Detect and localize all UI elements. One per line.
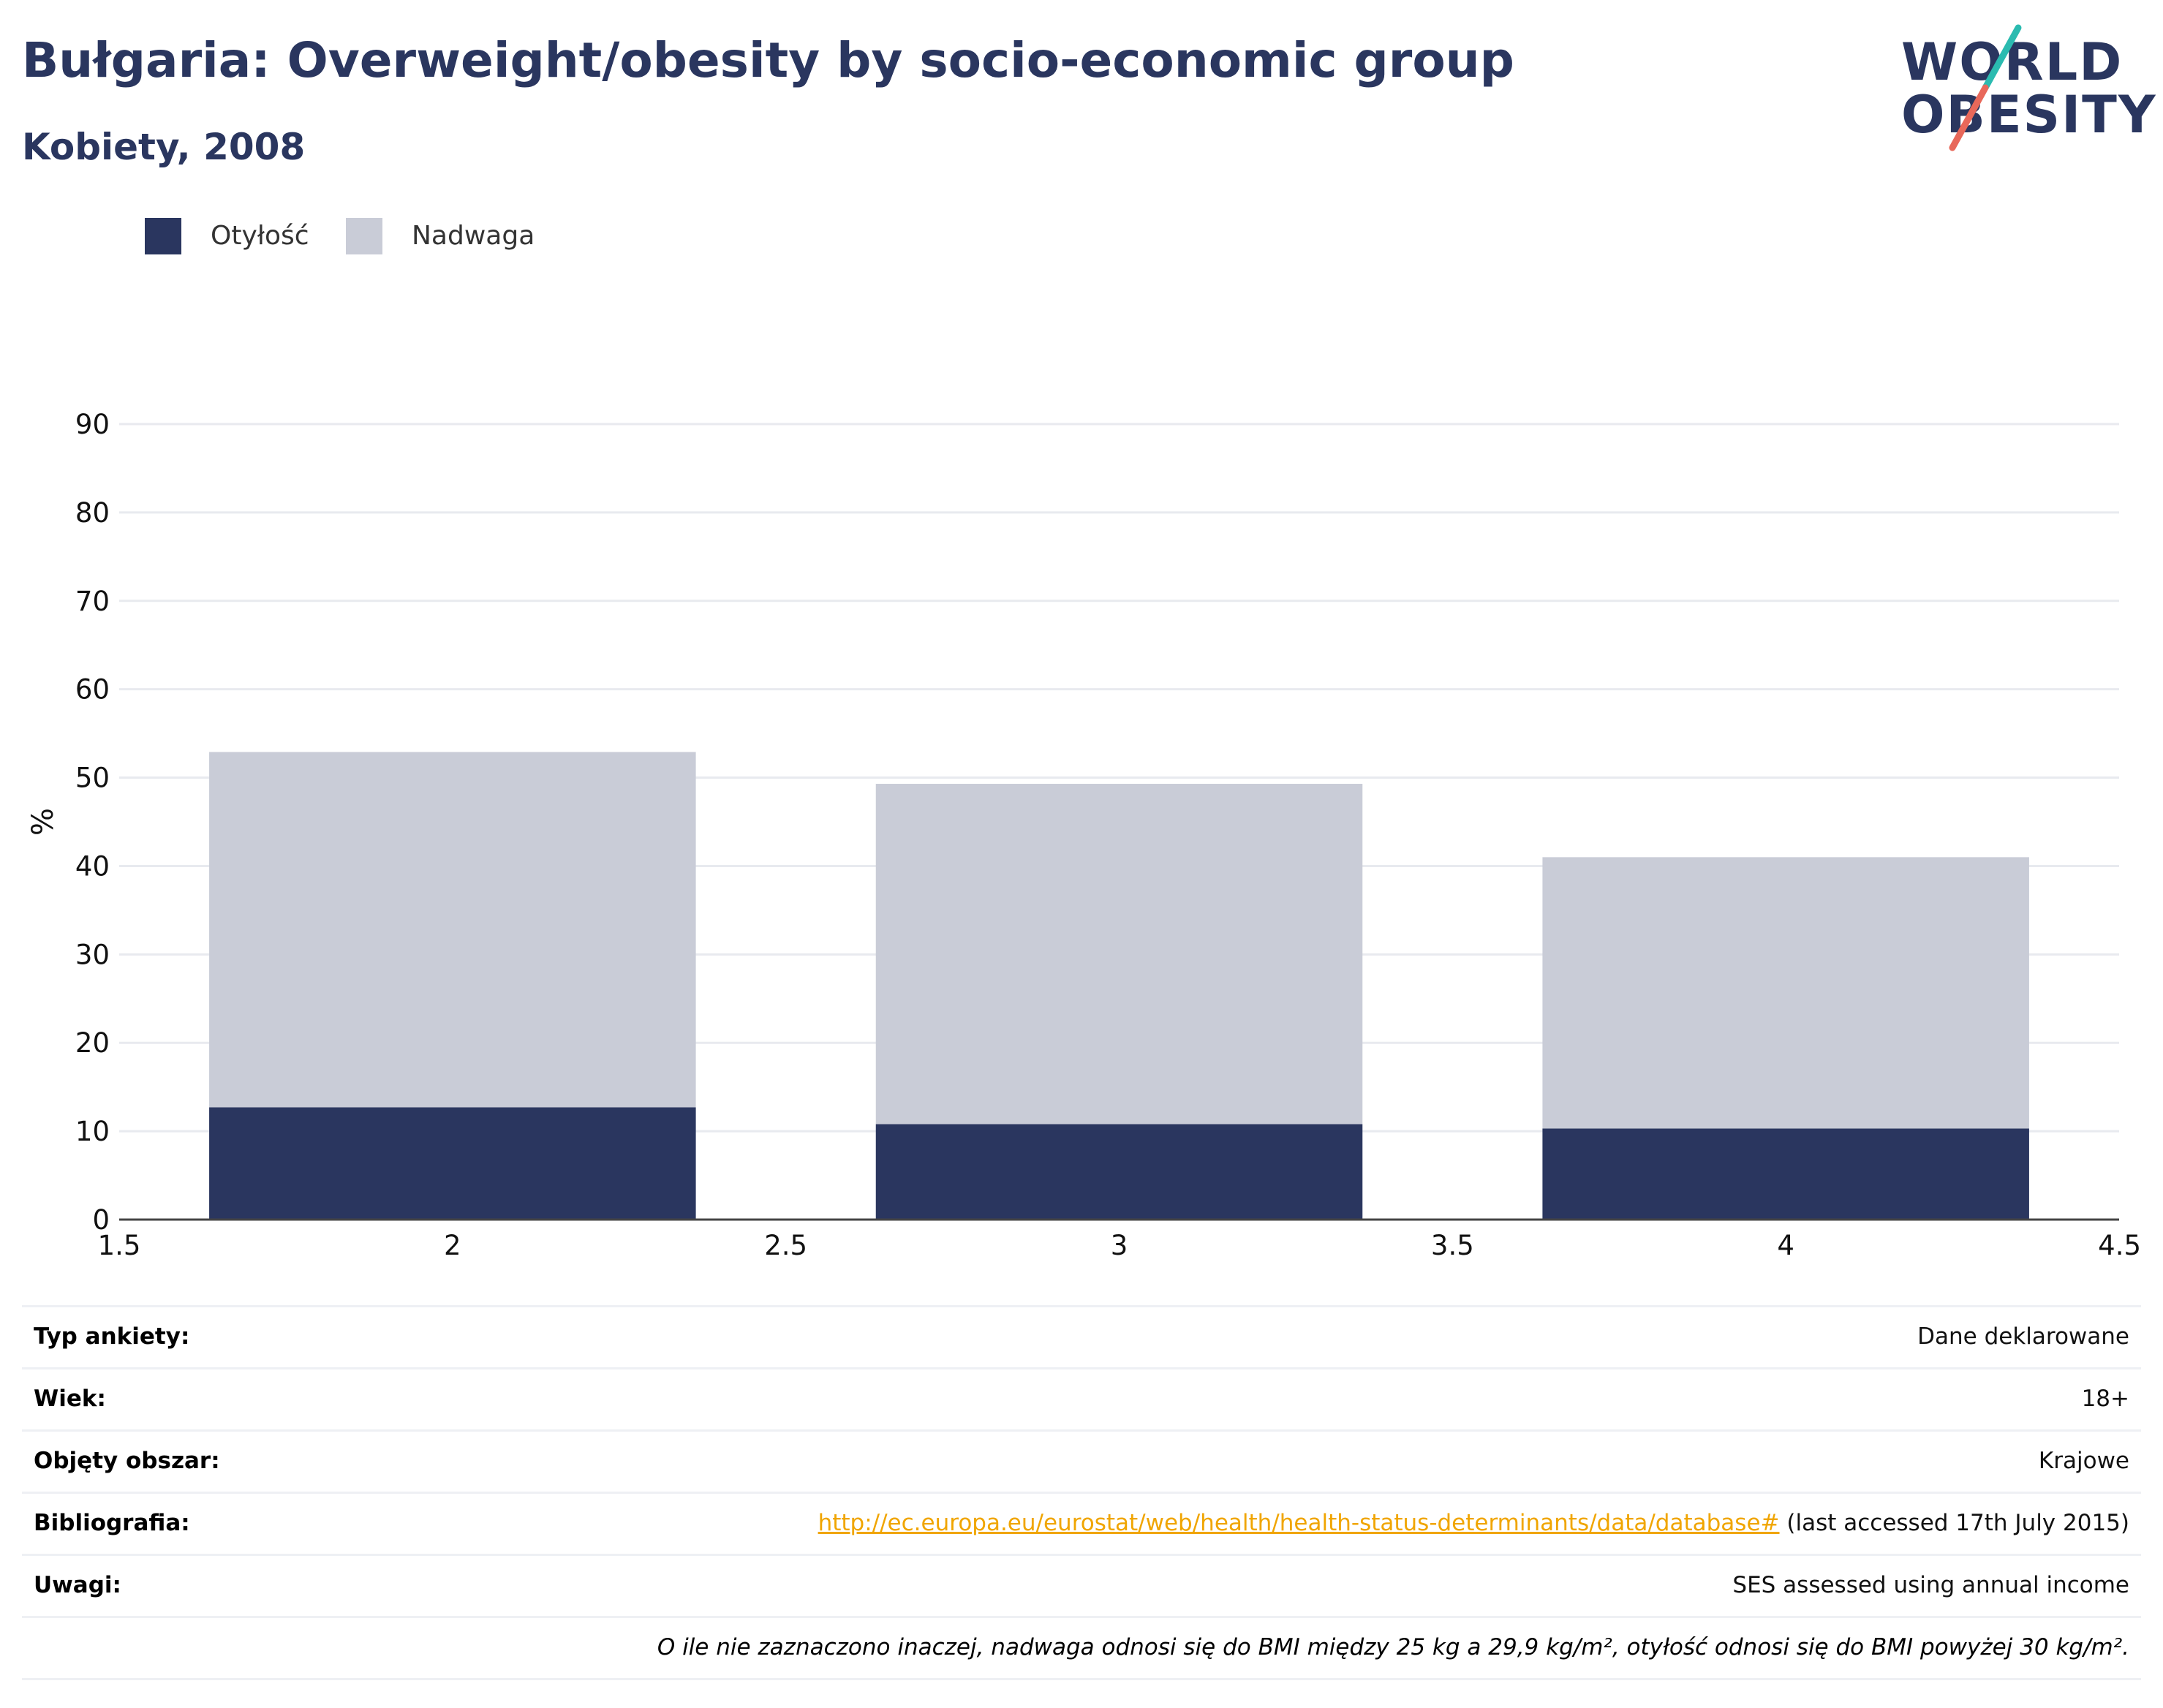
logo-line-2: OBESITY: [1901, 85, 2157, 145]
info-label: Uwagi:: [34, 1572, 121, 1598]
legend-swatch-overweight: [346, 218, 382, 254]
x-tick-label: 2.5: [764, 1230, 807, 1261]
info-row-age: Wiek: 18+: [22, 1367, 2141, 1429]
y-tick-label: 0: [92, 1204, 110, 1236]
info-label: Objęty obszar:: [34, 1448, 220, 1474]
info-value: SES assessed using annual income: [1732, 1572, 2129, 1598]
world-obesity-logo: WORLD OBESITY: [1901, 22, 2156, 161]
info-value: Krajowe: [2038, 1448, 2129, 1474]
y-tick-label: 70: [75, 586, 110, 617]
info-row-bibliography: Bibliografia: http://ec.europa.eu/eurost…: [22, 1492, 2141, 1554]
y-tick-label: 60: [75, 674, 110, 706]
bar-chart: 0 10 20 30 40 50 60 70 80 90 1.5 2 2.5 3 3.5 4 4.5%: [26, 409, 2141, 1261]
y-tick-label: 90: [75, 409, 110, 440]
bar-obesity: [1542, 1128, 2029, 1220]
bar-overweight: [1542, 857, 2029, 1129]
x-tick-label: 3.5: [1431, 1230, 1474, 1261]
footnote: O ile nie zaznaczono inaczej, nadwaga od…: [657, 1634, 2129, 1660]
logo-slash-icon: [1949, 24, 2022, 151]
y-tick-label: 50: [75, 763, 110, 794]
info-row-area: Objęty obszar: Krajowe: [22, 1429, 2141, 1492]
y-tick-label: 40: [75, 850, 110, 882]
bar-overweight: [209, 752, 696, 1108]
info-value: Dane deklarowane: [1917, 1323, 2129, 1350]
y-tick-label: 10: [75, 1116, 110, 1147]
info-value: 18+: [2081, 1386, 2129, 1412]
y-tick-label: 80: [75, 497, 110, 529]
legend-label-obesity: Otyłość: [211, 221, 309, 251]
info-row-notes: Uwagi: SES assessed using annual income: [22, 1554, 2141, 1616]
info-label: Wiek:: [34, 1386, 106, 1412]
info-label: Typ ankiety:: [34, 1323, 190, 1350]
bibliography-link[interactable]: http://ec.europa.eu/eurostat/web/health/…: [818, 1510, 1780, 1536]
bibliography-access-date: (last accessed 17th July 2015): [1779, 1510, 2129, 1536]
y-tick-label: 20: [75, 1027, 110, 1059]
bar-obesity: [209, 1107, 696, 1220]
x-tick-label: 4: [1777, 1230, 1794, 1261]
bar-obesity: [875, 1124, 1363, 1220]
info-row-footnote: O ile nie zaznaczono inaczej, nadwaga od…: [22, 1616, 2141, 1680]
legend-label-overweight: Nadwaga: [412, 221, 535, 251]
x-tick-label: 3: [1111, 1230, 1128, 1261]
x-tick-label: 1.5: [98, 1230, 141, 1261]
x-tick-label: 2: [444, 1230, 461, 1261]
info-label: Bibliografia:: [34, 1510, 190, 1536]
legend-swatch-obesity: [145, 218, 181, 254]
y-tick-label: 30: [75, 939, 110, 970]
info-value-bibliography: http://ec.europa.eu/eurostat/web/health/…: [818, 1510, 2129, 1536]
info-table: Typ ankiety: Dane deklarowane Wiek: 18+ …: [22, 1305, 2141, 1680]
y-axis-label: %: [26, 808, 60, 836]
bar-overweight: [875, 784, 1363, 1125]
chart-subtitle: Kobiety, 2008: [22, 126, 306, 168]
chart-title: Bułgaria: Overweight/obesity by socio-ec…: [22, 32, 1514, 88]
x-tick-label: 4.5: [2098, 1230, 2141, 1261]
info-row-survey-type: Typ ankiety: Dane deklarowane: [22, 1305, 2141, 1367]
